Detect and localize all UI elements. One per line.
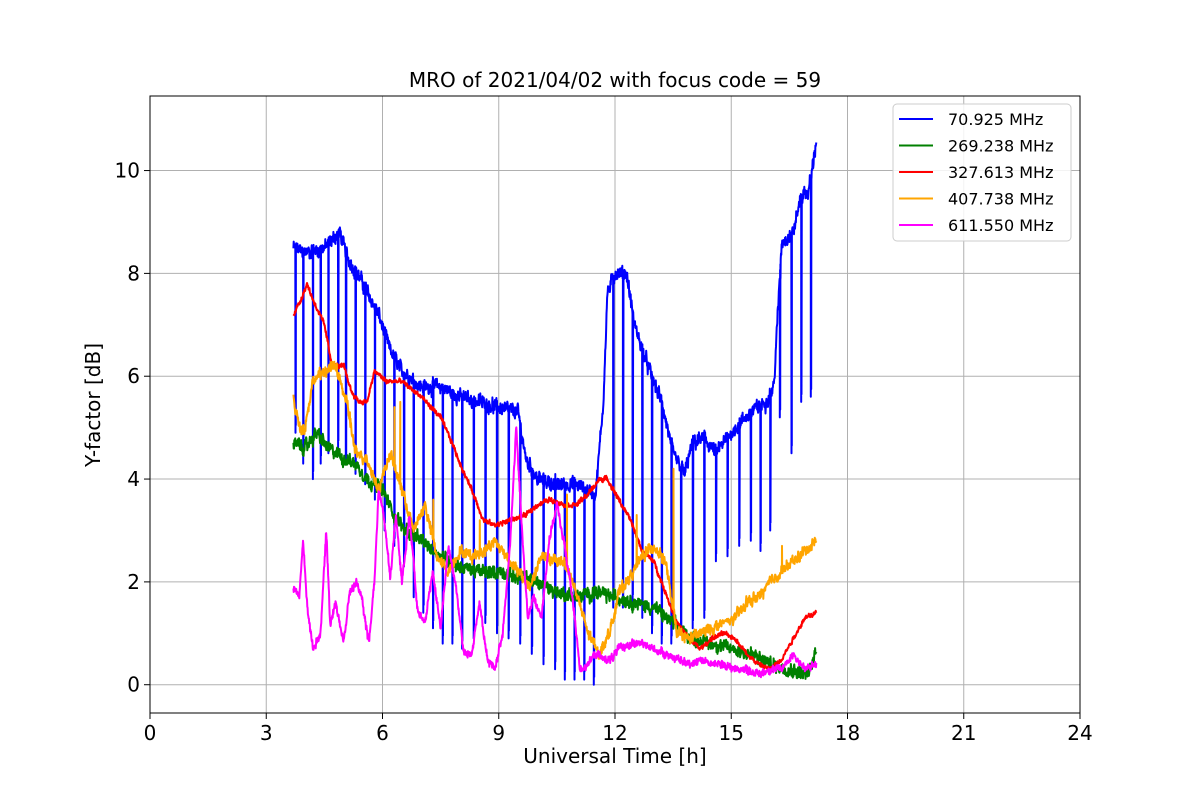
x-tick-label: 0 (144, 721, 157, 745)
x-tick-label: 9 (492, 721, 505, 745)
legend-label-611-550: 611.550 MHz (948, 216, 1053, 235)
chart-title: MRO of 2021/04/02 with focus code = 59 (409, 68, 821, 92)
y-tick-label: 8 (127, 261, 140, 285)
legend-label-407-738: 407.738 MHz (948, 190, 1053, 209)
y-tick-label: 6 (127, 364, 140, 388)
y-axis: 0 2 4 6 8 10 (115, 159, 150, 697)
legend-label-70-925: 70.925 MHz (948, 110, 1043, 129)
series-line-407-738 (292, 360, 818, 660)
x-tick-label: 18 (835, 721, 860, 745)
x-tick-label: 12 (602, 721, 627, 745)
series-line-611-550 (292, 426, 818, 679)
x-tick-label: 3 (260, 721, 273, 745)
x-axis: 0 3 6 9 12 15 18 21 24 (144, 713, 1093, 745)
x-tick-label: 15 (719, 721, 744, 745)
legend-box (892, 103, 1072, 242)
x-tick-label: 6 (376, 721, 389, 745)
series-layer (292, 142, 818, 686)
x-tick-label: 24 (1067, 721, 1092, 745)
x-axis-label: Universal Time [h] (523, 744, 706, 768)
legend: 70.925 MHz 269.238 MHz 327.613 MHz 407.738 … (892, 103, 1072, 242)
legend-label-327-613: 327.613 MHz (948, 163, 1053, 182)
series-line-327-613 (292, 282, 818, 671)
legend-label-269-238: 269.238 MHz (948, 137, 1053, 156)
series-line-70-925 (292, 142, 818, 686)
y-tick-label: 4 (127, 467, 140, 491)
y-axis-label: Y-factor [dB] (81, 343, 105, 468)
y-tick-label: 10 (115, 159, 140, 183)
y-tick-label: 2 (127, 570, 140, 594)
y-tick-label: 0 (127, 673, 140, 697)
x-tick-label: 21 (951, 721, 976, 745)
